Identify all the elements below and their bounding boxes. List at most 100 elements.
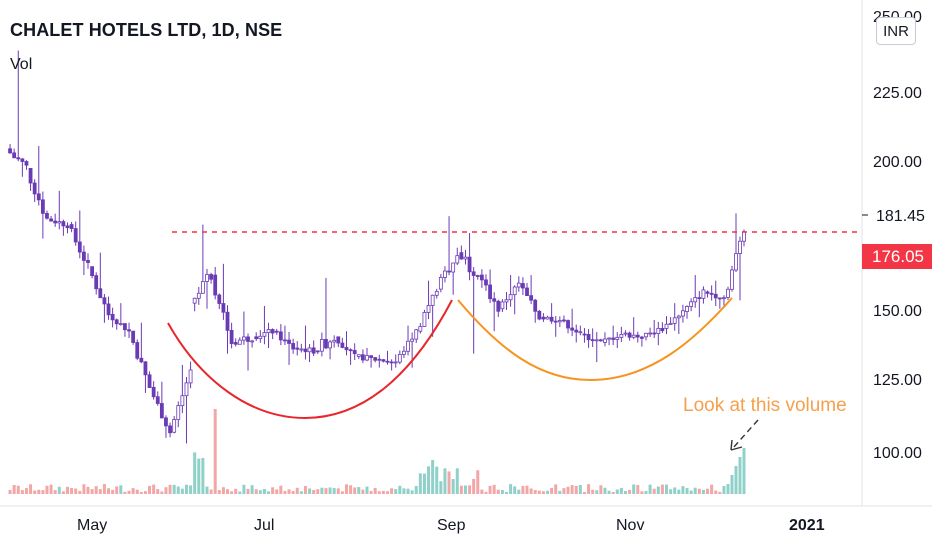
volume-bar	[65, 486, 69, 494]
candle-body	[262, 332, 267, 337]
candle-body	[393, 361, 398, 364]
volume-bar	[599, 485, 603, 494]
volume-bar	[41, 490, 45, 494]
volume-bar	[632, 484, 636, 494]
volume-bar	[656, 486, 660, 494]
candle-body	[348, 349, 353, 352]
candle-body	[434, 290, 439, 296]
volume-bar	[492, 484, 496, 494]
volume-bar	[312, 490, 316, 494]
price-tick-125: 125.00	[873, 372, 922, 389]
candle-body	[336, 336, 341, 344]
candle-body	[717, 297, 722, 300]
candle-body	[86, 260, 90, 263]
current-price-tag: 176.05	[862, 244, 932, 269]
volume-bar	[90, 489, 94, 494]
candle-body	[221, 303, 226, 313]
volume-bar	[373, 488, 377, 494]
candle-body	[627, 332, 632, 338]
candle-body	[516, 282, 521, 288]
volume-bar	[57, 486, 61, 494]
volume-bar	[615, 489, 619, 494]
candle-body	[459, 252, 464, 260]
volume-bar	[402, 488, 406, 494]
time-label-may: May	[77, 517, 107, 534]
candle-body	[397, 353, 402, 363]
volume-bar	[463, 485, 467, 494]
candle-body	[574, 329, 579, 333]
candle-body	[590, 339, 595, 342]
candle-body	[644, 332, 648, 338]
volume-bar	[710, 484, 714, 494]
candle-body	[504, 299, 509, 303]
volume-bar	[476, 470, 480, 494]
volume-bar	[332, 488, 336, 494]
volume-bar	[669, 489, 673, 494]
volume-bar	[197, 458, 201, 494]
volume-bar	[722, 485, 726, 494]
volume-bar	[283, 490, 287, 494]
candle-body	[438, 277, 443, 290]
volume-bar	[628, 489, 632, 494]
volume-bar	[102, 484, 106, 494]
candle-body	[738, 240, 742, 254]
volume-bar	[738, 457, 742, 494]
candle-body	[631, 334, 636, 338]
volume-bar	[164, 487, 168, 494]
candle-body	[463, 256, 468, 260]
volume-bar	[213, 409, 217, 494]
volume-bar	[299, 491, 303, 494]
volume-bar	[734, 466, 738, 494]
time-label-jul: Jul	[254, 517, 274, 534]
volume-bar	[390, 488, 394, 494]
candle-body	[582, 333, 587, 336]
candle-body	[118, 323, 123, 325]
volume-bar	[53, 490, 57, 494]
volume-bar	[529, 488, 533, 494]
candle-body	[61, 221, 66, 227]
candle-body	[242, 336, 246, 341]
volume-bar	[587, 484, 591, 494]
volume-annotation: Look at this volume	[683, 395, 847, 416]
candle-body	[209, 274, 213, 280]
volume-bar	[291, 491, 295, 494]
volume-bar	[665, 484, 669, 494]
candle-body	[557, 320, 562, 323]
volume-bar	[562, 488, 566, 494]
volume-bar	[619, 487, 623, 494]
currency-button[interactable]: INR	[876, 17, 916, 45]
volume-bars	[8, 409, 746, 494]
volume-bar	[418, 473, 422, 494]
candle-body	[270, 329, 275, 334]
time-label-2021: 2021	[789, 517, 825, 534]
candle-body	[127, 329, 131, 332]
candle-body	[512, 286, 517, 296]
candle-body	[451, 262, 456, 273]
candle-body	[492, 298, 497, 302]
volume-bar	[246, 488, 250, 494]
volume-bar	[677, 489, 681, 494]
candle-body	[233, 342, 238, 345]
volume-bar	[254, 489, 258, 494]
candle-body	[159, 403, 164, 419]
candle-body	[484, 279, 488, 286]
volume-bar	[509, 484, 513, 494]
volume-bar	[45, 485, 49, 494]
candle-body	[475, 275, 480, 277]
volume-bar	[250, 485, 254, 494]
candle-body	[114, 319, 119, 325]
volume-bar	[275, 489, 279, 494]
price-tick-200: 200.00	[873, 154, 922, 171]
candle-body	[225, 311, 230, 331]
candle-body	[639, 336, 644, 339]
candle-body	[443, 270, 447, 278]
volume-bar	[566, 486, 570, 494]
candle-body	[496, 300, 501, 312]
price-tick-150: 150.00	[873, 303, 922, 320]
volume-indicator-label[interactable]: Vol	[10, 56, 33, 73]
candle-body	[274, 330, 279, 333]
candle-body	[184, 382, 189, 397]
volume-bar	[623, 491, 627, 494]
candle-body	[603, 338, 607, 343]
